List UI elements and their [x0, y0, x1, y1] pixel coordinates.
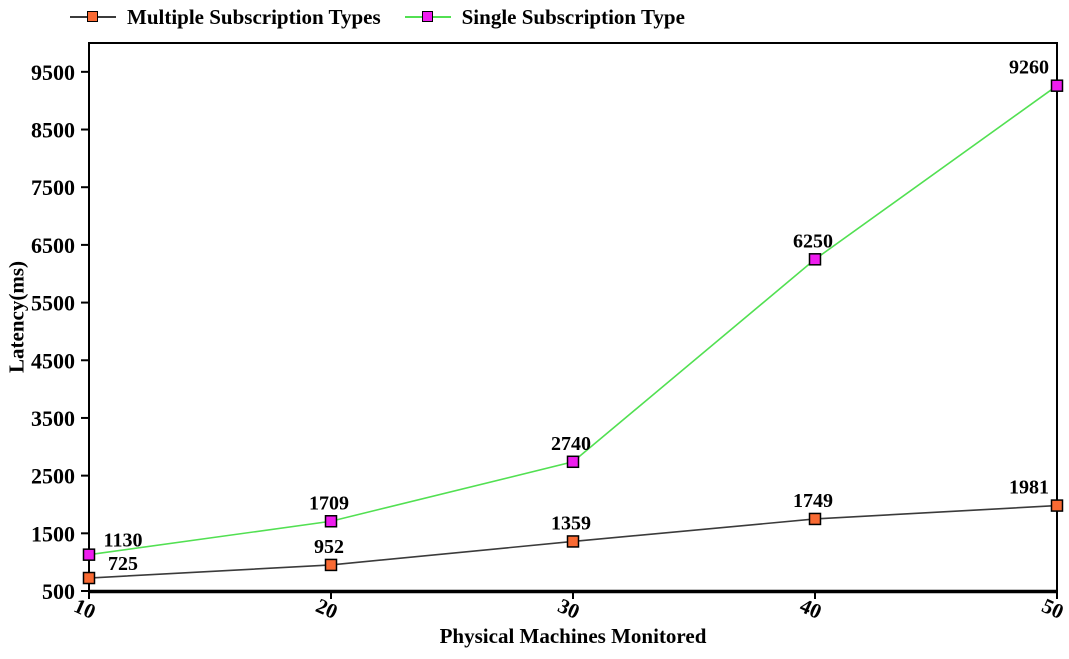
- data-point-marker: [1050, 499, 1064, 512]
- data-point-marker: [324, 515, 338, 528]
- data-point-marker: [808, 512, 822, 526]
- y-tick-label: 3500: [31, 406, 75, 431]
- data-point-marker: [566, 535, 580, 548]
- y-tick-label: 5500: [31, 291, 75, 316]
- legend-item-multiple-subscription-types: Multiple Subscription Types: [70, 5, 381, 30]
- legend-label-single: Single Subscription Type: [461, 5, 685, 29]
- data-point-marker: [82, 571, 96, 585]
- legend-item-single-subscription-type: Single Subscription Type: [404, 5, 685, 30]
- x-tick-label: 50: [1038, 593, 1067, 623]
- legend-label-multiple: Multiple Subscription Types: [127, 5, 381, 29]
- legend-sample-single: [404, 10, 451, 25]
- point-value-label: 1749: [793, 490, 833, 512]
- point-value-label: 6250: [793, 230, 833, 252]
- y-tick-label: 9500: [31, 60, 75, 85]
- y-tick-label: 500: [42, 579, 75, 604]
- plot-border: [88, 42, 1058, 592]
- y-tick-label: 1500: [31, 521, 75, 546]
- chart-legend: Multiple Subscription Types Single Subsc…: [70, 5, 685, 30]
- data-point-marker: [324, 558, 338, 572]
- y-tick-label: 7500: [31, 175, 75, 200]
- data-point-marker: [1050, 79, 1064, 92]
- y-tick-label: 2500: [31, 464, 75, 489]
- legend-square-marker-icon: [421, 11, 433, 22]
- point-value-label: 725: [108, 553, 138, 575]
- y-tick-label: 6500: [31, 233, 75, 258]
- point-value-label: 952: [314, 536, 344, 558]
- x-tick-label: 40: [796, 593, 825, 623]
- point-value-label: 1981: [1009, 477, 1049, 499]
- legend-sample-multiple: [70, 10, 116, 25]
- point-value-label: 9260: [1009, 57, 1049, 79]
- legend-square-marker-icon: [87, 11, 98, 22]
- x-tick-label: 30: [554, 593, 583, 623]
- data-point-marker: [566, 455, 580, 469]
- x-tick-label: 20: [312, 593, 341, 623]
- y-tick-label: 4500: [31, 348, 75, 373]
- point-value-label: 1130: [104, 530, 143, 552]
- point-value-label: 1709: [309, 492, 349, 514]
- point-value-label: 1359: [551, 512, 591, 534]
- series-line: [88, 85, 1058, 556]
- x-axis-title: Physical Machines Monitored: [439, 624, 707, 648]
- point-value-label: 2740: [551, 433, 591, 455]
- data-point-marker: [82, 548, 96, 561]
- y-axis-title: Latency(ms): [4, 261, 29, 373]
- y-tick-label: 8500: [31, 118, 75, 143]
- data-point-marker: [808, 253, 822, 266]
